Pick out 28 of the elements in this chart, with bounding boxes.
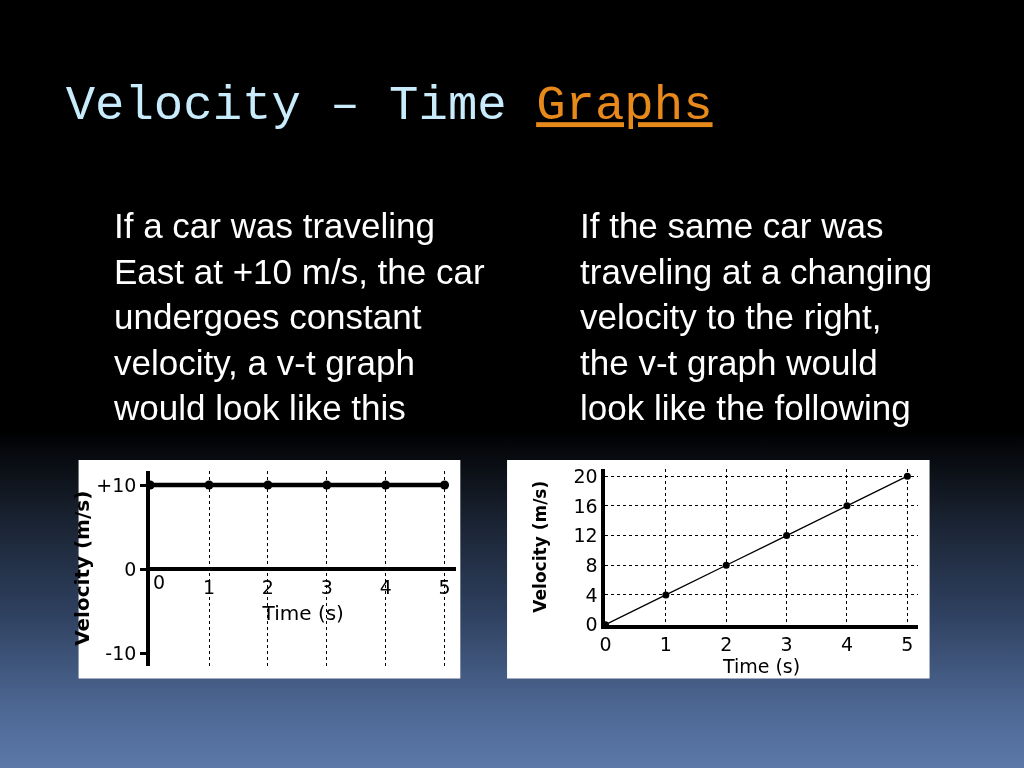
x-tick-label: 5 (901, 633, 914, 656)
x-axis-title: Time (s) (261, 600, 344, 625)
text: If a car was traveling East at +10 m/s, the car undergoes constant velocity, a v-t graph would look like this (113, 206, 485, 427)
y-axis-title: Velocity (m/s) (70, 490, 95, 646)
y-tick-label: 0 (585, 613, 598, 636)
point (662, 591, 670, 599)
x-tick-label: 4 (840, 633, 854, 656)
y-tick-label: +10 (96, 473, 137, 496)
y-tick-label: 12 (573, 524, 598, 547)
point (722, 561, 730, 569)
x-tick-label: 3 (780, 633, 793, 656)
point (903, 472, 911, 480)
x-axis-title: Time (s) (721, 655, 801, 678)
x-tick-label: 4 (379, 575, 392, 598)
y-tick-label: 0 (124, 557, 137, 580)
text: If the same car was traveling at a changing velocity to the right, the v-t graph would look like the following (580, 206, 933, 427)
point (843, 502, 851, 510)
x-tick-label: 0 (153, 571, 166, 594)
text: Velocity – Time Graphs (65, 78, 713, 135)
y-tick-label: 16 (573, 494, 598, 517)
y-tick-label: -10 (105, 641, 137, 664)
x-tick-label: 0 (599, 633, 612, 656)
y-tick-label: 20 (573, 464, 598, 487)
x-tick-label: 2 (720, 633, 733, 656)
x-tick-label: 1 (659, 633, 672, 656)
y-tick-label: 8 (585, 553, 598, 576)
point (783, 532, 791, 540)
y-axis-title: Velocity (m/s) (529, 480, 550, 613)
